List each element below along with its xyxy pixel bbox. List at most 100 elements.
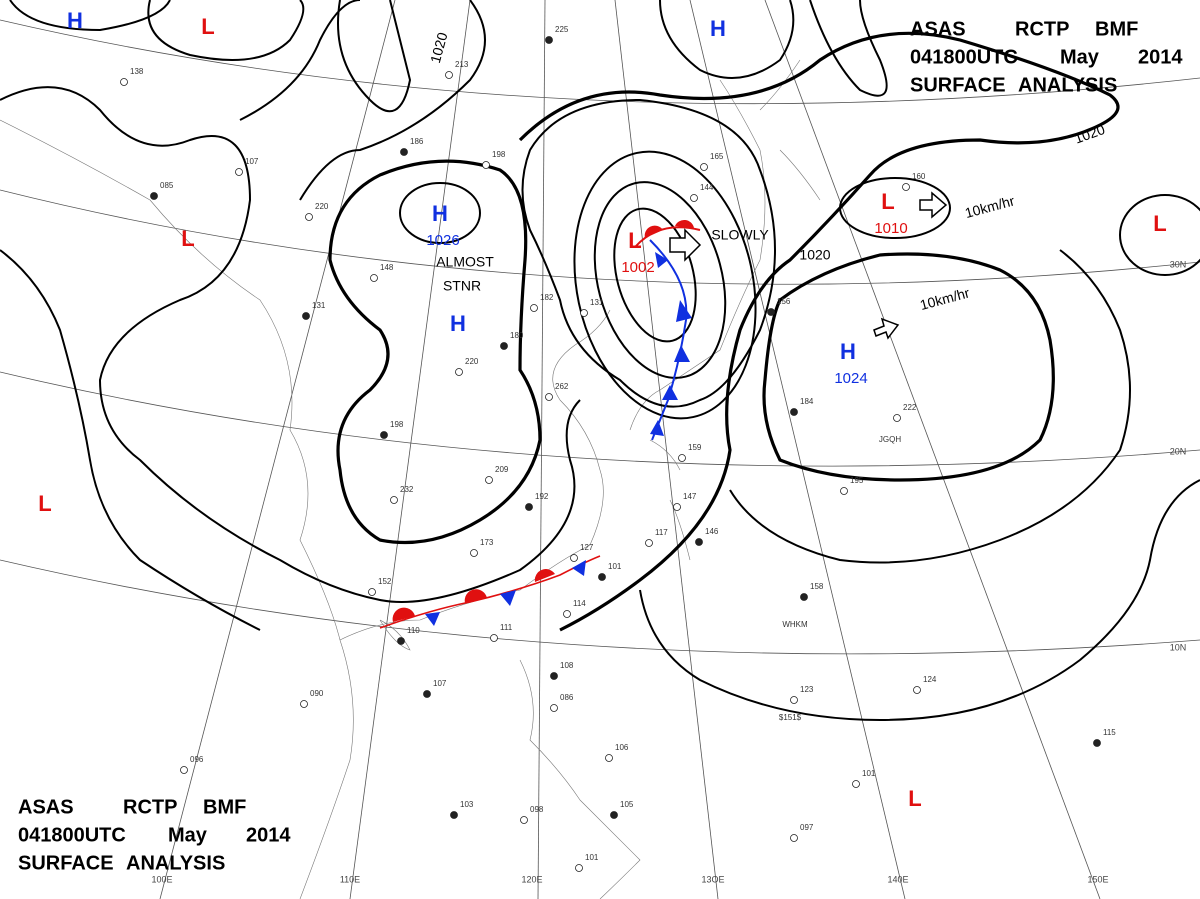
center-label: H — [710, 16, 726, 41]
labels: ASAS RCTP BMF 041800UTC May 2014 SURFACE ANALYS… — [18, 8, 1186, 885]
station-pressure: 160 — [912, 172, 926, 181]
center-label: L — [628, 228, 641, 253]
station-symbol — [305, 213, 313, 221]
title-word: ASAS — [910, 18, 966, 40]
station-symbol — [400, 148, 408, 156]
station-pressure: 131 — [312, 301, 326, 310]
station-pressure: 156 — [777, 297, 791, 306]
station-symbol — [525, 503, 533, 511]
station-symbol — [580, 309, 588, 317]
station-pressure: 101 — [585, 853, 599, 862]
station-pressure: 146 — [705, 527, 719, 536]
center-label: L — [881, 189, 894, 214]
fronts — [379, 219, 701, 629]
station-symbol — [485, 476, 493, 484]
station-pressure: 106 — [615, 743, 629, 752]
longitude-label: 100E — [151, 874, 172, 884]
station-pressure: 158 — [810, 582, 824, 591]
station-pressure: 195 — [850, 476, 864, 485]
station-pressure: 198 — [390, 420, 404, 429]
isobars — [0, 0, 1200, 722]
station-symbol — [370, 274, 378, 282]
station-symbol — [902, 183, 910, 191]
station-symbol — [767, 308, 775, 316]
station-pressure: 124 — [923, 675, 937, 684]
station-symbol — [235, 168, 243, 176]
center-label: L — [181, 226, 194, 251]
station-pressure: 220 — [465, 357, 479, 366]
station-pressure: 152 — [378, 577, 392, 586]
station-symbol — [550, 704, 558, 712]
title-word: 041800UTC — [18, 824, 126, 846]
station-pressure: 127 — [580, 543, 594, 552]
station-symbol — [368, 588, 376, 596]
station-symbol — [500, 342, 508, 350]
station-pressure: 103 — [460, 800, 474, 809]
station-symbol — [530, 304, 538, 312]
station-pressure: 209 — [495, 465, 509, 474]
station-symbol — [520, 816, 528, 824]
station-pressure: 220 — [315, 202, 329, 211]
center-pressure: 1010 — [874, 220, 907, 237]
station-pressure: 101 — [862, 769, 876, 778]
station-pressure: 131 — [590, 298, 604, 307]
station-symbol — [445, 71, 453, 79]
station-symbol — [550, 672, 558, 680]
station-id: JGQH — [879, 435, 901, 444]
station-symbol — [1093, 739, 1101, 747]
station-symbol — [790, 696, 798, 704]
station-symbol — [180, 766, 188, 774]
center-label: L — [1153, 211, 1166, 236]
station-pressure: 173 — [480, 538, 494, 547]
station-pressure: 115 — [1103, 728, 1116, 737]
motion-label: SLOWLY — [711, 227, 769, 243]
center-label: L — [908, 786, 921, 811]
latitude-label: 30N — [1170, 259, 1187, 269]
station-pressure: 225 — [555, 25, 569, 34]
station-pressure: 192 — [535, 492, 549, 501]
title-word: May — [1060, 46, 1100, 68]
station-pressure: 086 — [560, 693, 574, 702]
station-symbol — [913, 686, 921, 694]
station-symbol — [598, 573, 606, 581]
title-word: BMF — [203, 796, 246, 818]
station-pressure: 147 — [683, 492, 697, 501]
station-pressure: 105 — [620, 800, 634, 809]
station-symbol — [390, 496, 398, 504]
longitude-label: 110E — [340, 874, 360, 884]
title-word: 041800UTC — [910, 46, 1018, 68]
station-pressure: 123 — [800, 685, 814, 694]
station-symbol — [893, 414, 901, 422]
station-symbol — [302, 312, 310, 320]
longitude-label: 120E — [521, 874, 542, 884]
center-pressure: 1024 — [834, 370, 867, 387]
station-symbol — [450, 811, 458, 819]
title-word: RCTP — [123, 796, 177, 818]
center-label: L — [201, 14, 214, 39]
station-symbol — [563, 610, 571, 618]
station-symbol — [678, 454, 686, 462]
station-pressure: 144 — [700, 183, 714, 192]
station-symbol — [840, 487, 848, 495]
station-pressure: 138 — [130, 67, 144, 76]
center-pressure: 1002 — [621, 259, 654, 276]
isobar-label: 1020 — [799, 247, 830, 263]
station-symbol — [300, 700, 308, 708]
station-pressure: 085 — [160, 181, 174, 190]
title-word: SURFACE — [18, 852, 114, 874]
station-pressure: 198 — [492, 150, 506, 159]
station-pressure: 222 — [903, 403, 917, 412]
station-symbol — [150, 192, 158, 200]
station-symbol — [673, 503, 681, 511]
station-symbol — [645, 539, 653, 547]
title-word: May — [168, 824, 208, 846]
station-pressure: 108 — [560, 661, 574, 670]
center-pressure: 1026 — [426, 232, 459, 249]
station-pressure: 101 — [608, 562, 622, 571]
title-word: RCTP — [1015, 18, 1069, 40]
station-symbol — [790, 834, 798, 842]
station-pressure: 111 — [500, 623, 513, 632]
station-symbol — [690, 194, 698, 202]
station-symbol — [700, 163, 708, 171]
